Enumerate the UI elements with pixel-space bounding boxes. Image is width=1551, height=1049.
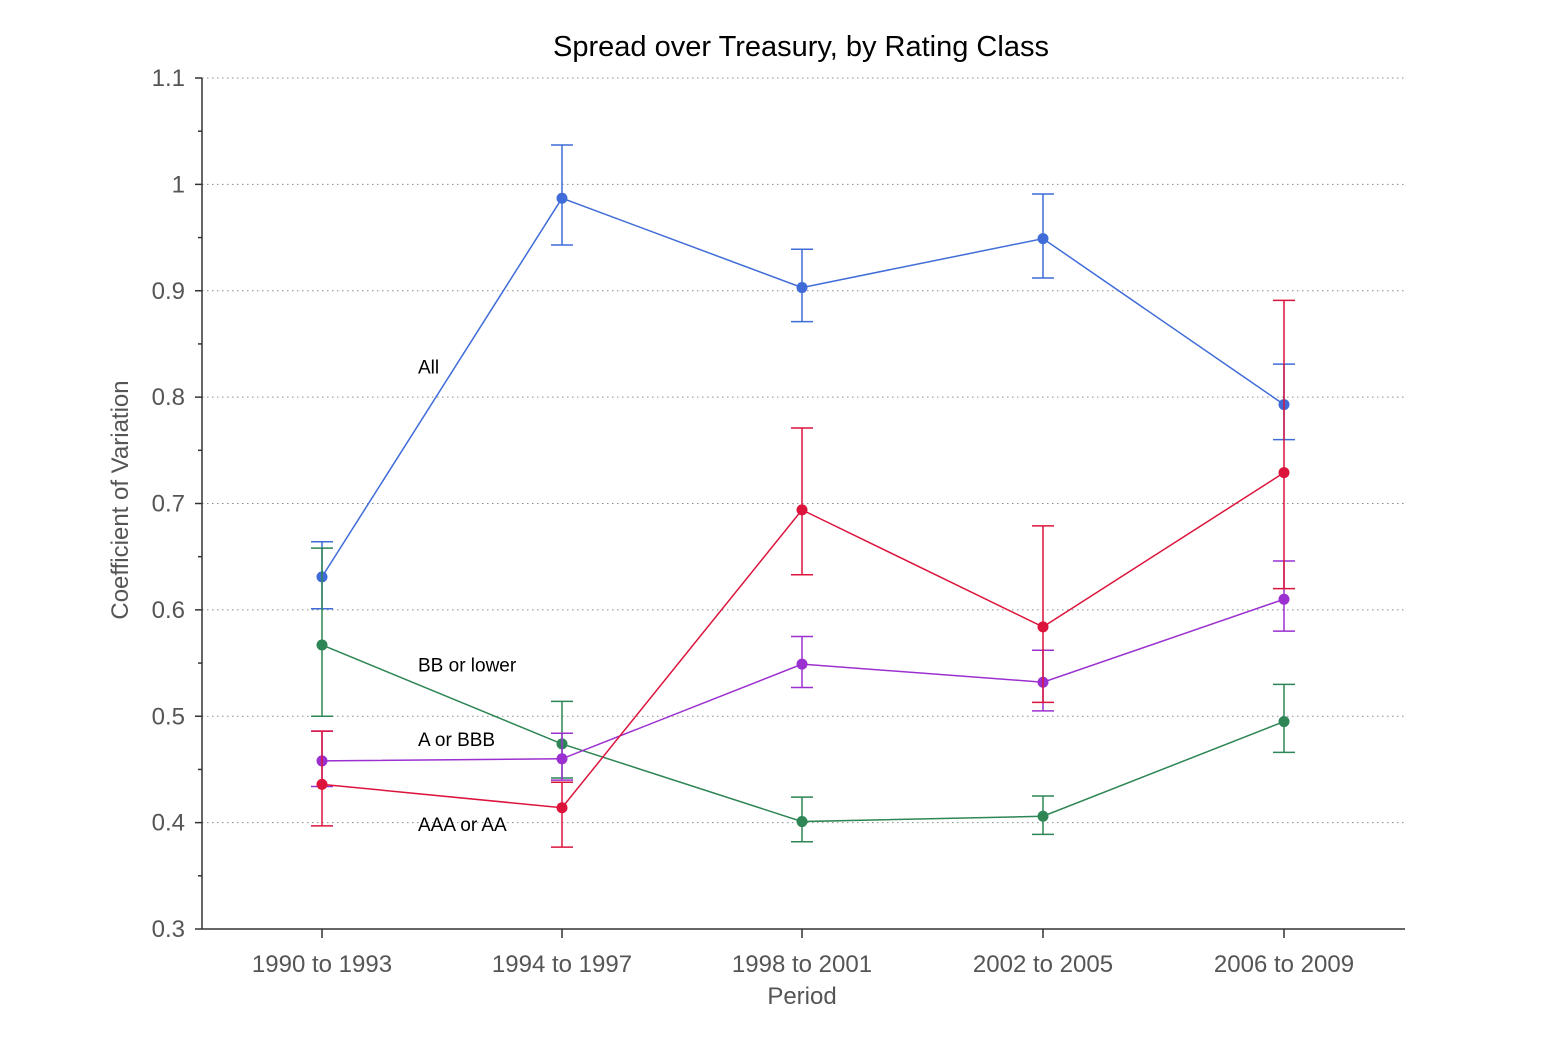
y-axis-label: Coefficient of Variation: [107, 380, 134, 619]
y-tick-label: 0.8: [152, 384, 185, 411]
data-point: [1278, 593, 1290, 605]
y-tick-label: 0.9: [152, 278, 185, 305]
y-tick-label: 1: [172, 171, 185, 198]
x-tick-label: 2006 to 2009: [1214, 951, 1354, 978]
y-tick-label: 0.4: [152, 810, 185, 837]
x-tick-label: 1998 to 2001: [732, 951, 872, 978]
y-tick-label: 1.1: [152, 65, 185, 92]
data-point: [1037, 233, 1049, 245]
y-tick-label: 0.3: [152, 916, 185, 943]
data-point: [1037, 621, 1049, 633]
data-point: [556, 192, 568, 204]
x-tick-layer: 1990 to 1993 1994 to 1997 1998 to 2001 2002…: [252, 929, 1354, 978]
data-point: [796, 658, 808, 670]
y-tick-label: 0.5: [152, 703, 185, 730]
data-point: [796, 816, 808, 828]
data-point: [796, 282, 808, 294]
data-point: [316, 778, 328, 790]
x-axis-label: Period: [767, 983, 836, 1010]
data-point: [316, 639, 328, 651]
series-label-a-or-bbb: A or BBB: [418, 730, 495, 751]
series-label-aaa-or-aa: AAA or AA: [418, 815, 507, 836]
data-point: [556, 753, 568, 765]
x-tick-label: 1994 to 1997: [492, 951, 632, 978]
data-point: [796, 504, 808, 516]
data-point: [1278, 716, 1290, 728]
series-line-all: [321, 197, 1285, 578]
y-tick-layer: 0.3 0.4 0.5 0.6 0.7 0.8 0.9 1 1.1: [152, 65, 202, 943]
y-tick-label: 0.6: [152, 597, 185, 624]
data-point: [1037, 810, 1049, 822]
chart-title: Spread over Treasury, by Rating Class: [553, 31, 1049, 63]
series-label-layer: All BB or lower A or BBB AAA or AA: [418, 358, 517, 836]
series-label-all: All: [418, 358, 439, 379]
data-point: [1278, 467, 1290, 479]
x-tick-label: 2002 to 2005: [973, 951, 1113, 978]
series-aaa-or-aa: [311, 299, 1295, 848]
series-label-bb-or-lower: BB or lower: [418, 656, 517, 677]
series-all: [311, 144, 1295, 610]
y-tick-label: 0.7: [152, 491, 185, 518]
x-tick-label: 1990 to 1993: [252, 951, 392, 978]
grid-layer: [202, 77, 1405, 824]
series-line-aaa-or-aa: [321, 472, 1285, 809]
data-point: [556, 802, 568, 814]
series-layer: [311, 144, 1295, 848]
series-a-or-bbb: [311, 560, 1295, 788]
